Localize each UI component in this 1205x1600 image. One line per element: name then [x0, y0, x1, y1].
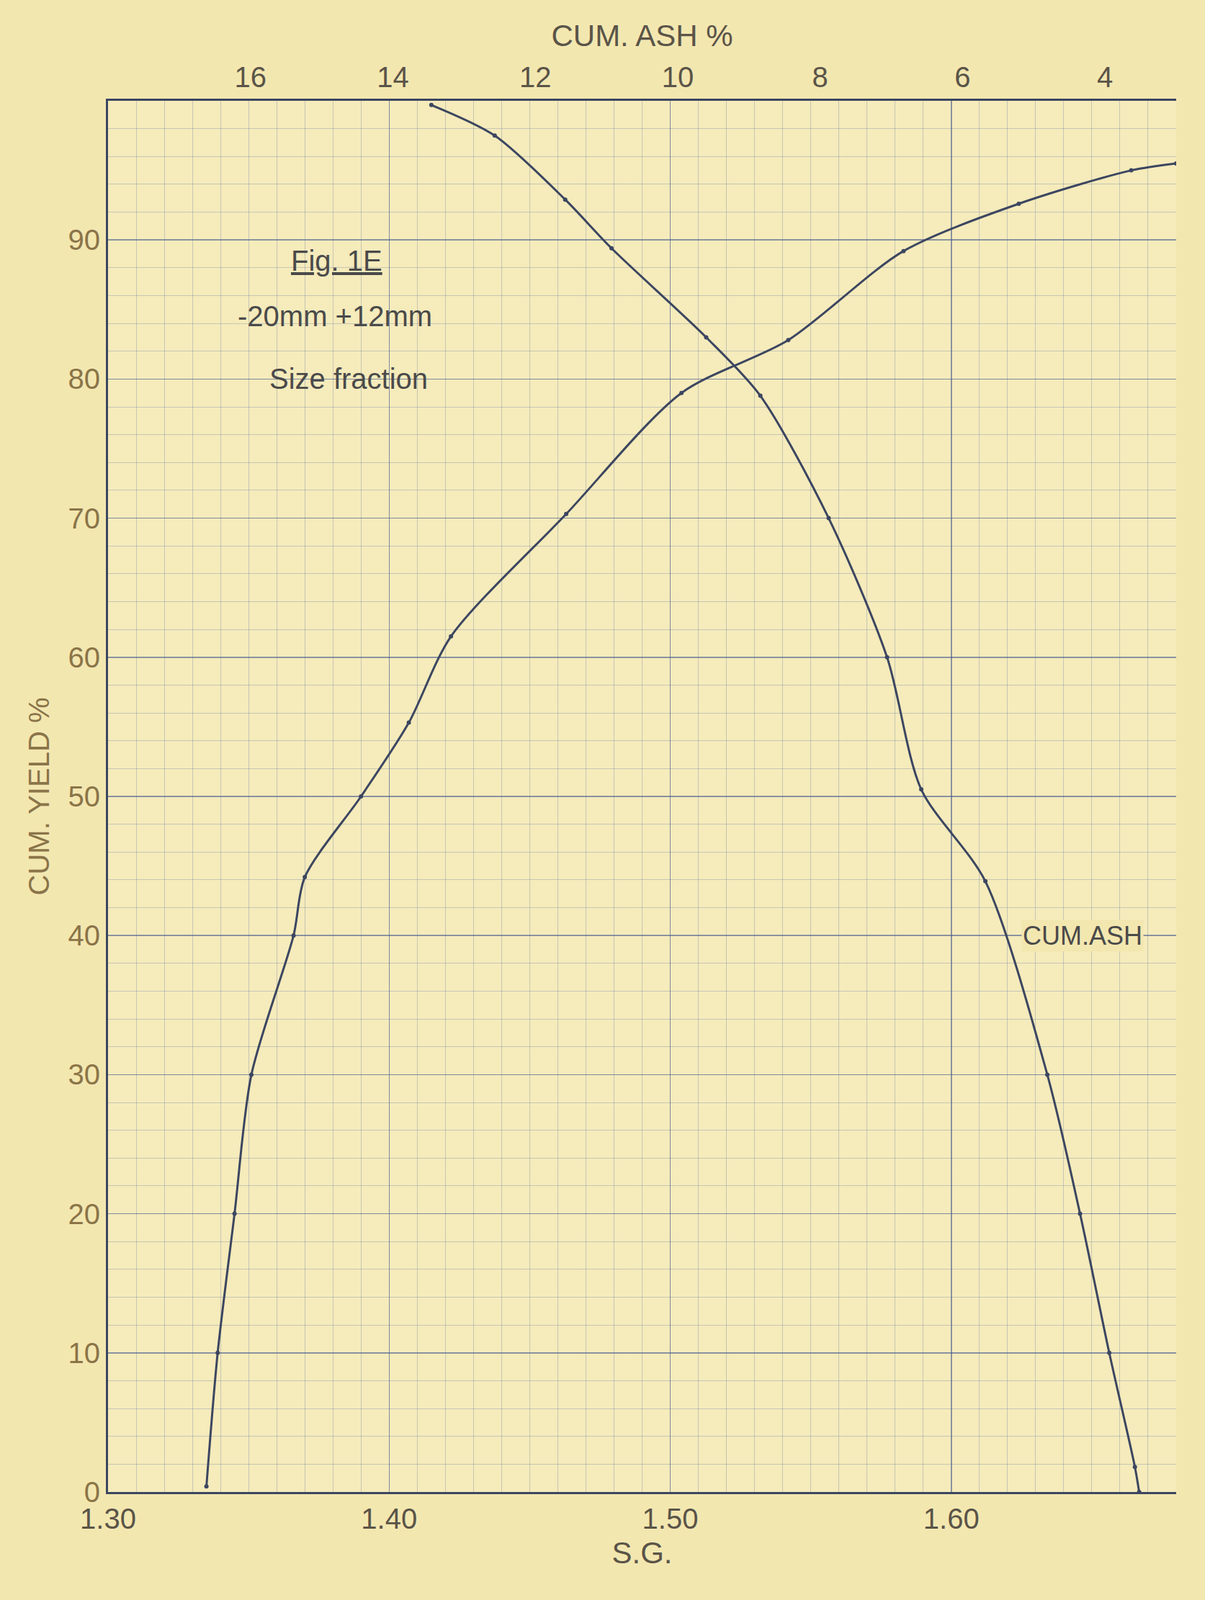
- svg-text:CUM. ASH %: CUM. ASH %: [551, 18, 733, 53]
- svg-text:16: 16: [234, 61, 267, 93]
- svg-text:80: 80: [68, 363, 101, 395]
- svg-text:CUM.ASH: CUM.ASH: [1022, 921, 1143, 951]
- svg-text:Fig. 1E: Fig. 1E: [290, 244, 383, 277]
- svg-text:1.30: 1.30: [79, 1503, 137, 1535]
- svg-text:10: 10: [661, 61, 695, 93]
- svg-text:S.G.: S.G.: [611, 1536, 673, 1571]
- svg-text:90: 90: [68, 224, 101, 256]
- svg-text:12: 12: [519, 61, 552, 93]
- svg-text:0: 0: [84, 1476, 101, 1509]
- svg-text:-20mm +12mm: -20mm +12mm: [237, 300, 433, 333]
- svg-text:8: 8: [812, 61, 829, 93]
- svg-text:1.40: 1.40: [360, 1503, 418, 1535]
- svg-text:14: 14: [376, 61, 410, 93]
- svg-text:Size fraction: Size fraction: [269, 363, 428, 395]
- svg-text:1.50: 1.50: [642, 1503, 699, 1535]
- svg-text:40: 40: [68, 919, 101, 952]
- svg-text:60: 60: [68, 641, 101, 674]
- svg-text:4: 4: [1096, 61, 1113, 93]
- svg-text:1.60: 1.60: [923, 1503, 980, 1535]
- svg-text:30: 30: [68, 1058, 101, 1091]
- svg-text:70: 70: [68, 502, 101, 535]
- svg-text:CUM. YIELD %: CUM. YIELD %: [23, 697, 55, 897]
- svg-text:10: 10: [68, 1337, 101, 1370]
- svg-text:6: 6: [954, 61, 971, 93]
- svg-text:20: 20: [68, 1198, 101, 1231]
- svg-text:50: 50: [68, 780, 101, 813]
